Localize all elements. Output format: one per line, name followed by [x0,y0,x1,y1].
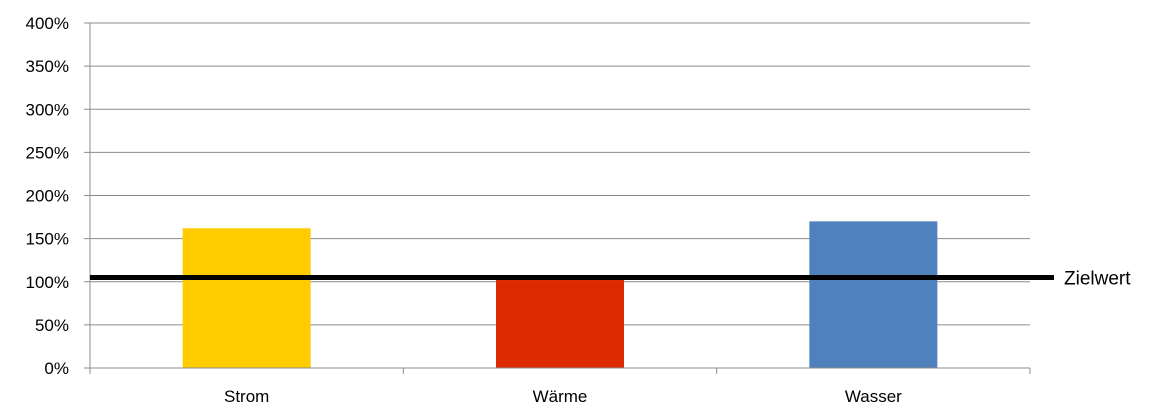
y-axis-ticks: 0% 50% 100% 150% 200% 250% 300% 350% 400% [26,14,90,378]
axes [89,23,1031,374]
y-tick-label: 100% [26,273,69,292]
target-line: Zielwert [90,268,1131,289]
y-tick-label: 200% [26,187,69,206]
x-tick-label: Wasser [845,387,902,406]
bar-strom [182,228,311,368]
y-tick-label: 250% [26,143,69,162]
x-tick-label: Strom [224,387,269,406]
bars [182,221,938,368]
y-tick-label: 50% [35,316,69,335]
x-tick-label: Wärme [533,387,588,406]
target-line-label: Zielwert [1064,268,1131,289]
y-tick-label: 0% [44,359,69,378]
y-tick-label: 400% [26,14,69,33]
bar-wasser [809,221,938,368]
y-tick-label: 150% [26,230,69,249]
y-tick-label: 350% [26,57,69,76]
bar-wärme [496,280,624,368]
y-tick-label: 300% [26,100,69,119]
x-axis-labels: Strom Wärme Wasser [224,387,902,406]
